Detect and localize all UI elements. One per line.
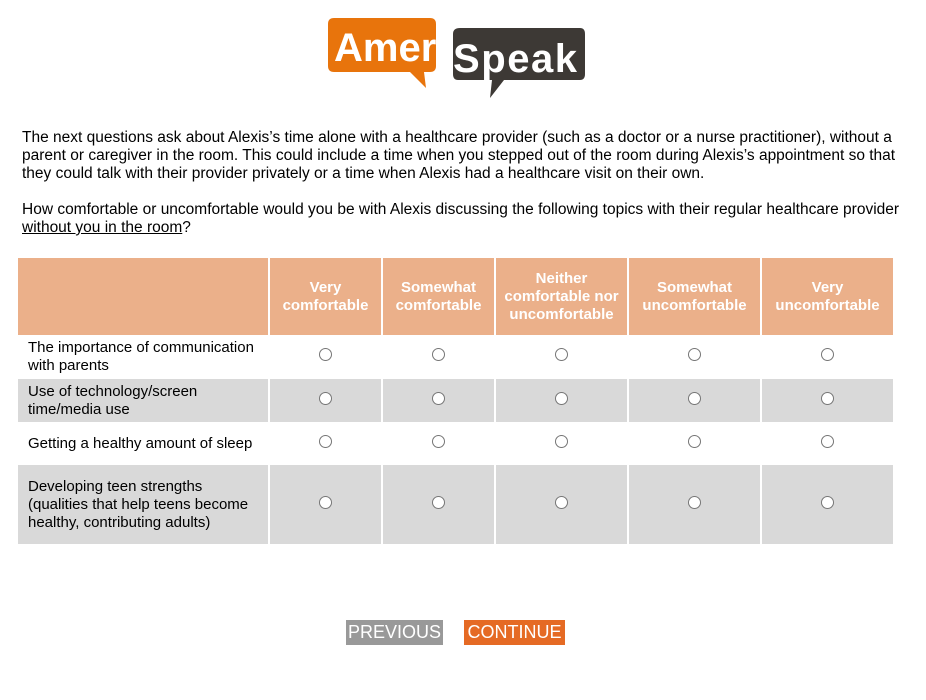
row-label: Getting a healthy amount of sleep <box>28 434 253 452</box>
radio-cell <box>268 422 382 465</box>
ameri-speak-logo: Ameri Speak <box>328 18 585 98</box>
radio-button[interactable] <box>555 495 568 509</box>
radio-button[interactable] <box>555 391 568 405</box>
header-blank <box>18 258 269 335</box>
radio-cell <box>494 379 628 422</box>
radio-cell <box>760 465 893 544</box>
radio-button[interactable] <box>555 434 568 448</box>
radio-cell <box>627 422 761 465</box>
radio-cell <box>494 335 628 379</box>
radio-button[interactable] <box>555 348 568 361</box>
grid-row: Getting a healthy amount of sleep <box>18 422 893 465</box>
intro-paragraph: The next questions ask about Alexis’s ti… <box>22 129 896 182</box>
column-header: Neither comfortable nor uncomfortable <box>494 258 628 335</box>
column-header: Very uncomfortable <box>760 258 893 335</box>
radio-button[interactable] <box>432 391 445 405</box>
previous-button[interactable]: PREVIOUS <box>346 620 443 645</box>
radio-button[interactable] <box>319 434 332 448</box>
row-label: Developing teen strengths (qualities tha… <box>18 465 269 544</box>
column-header: Somewhat comfortable <box>381 258 495 335</box>
radio-cell <box>268 335 382 379</box>
radio-button[interactable] <box>688 434 701 448</box>
grid-header-row: Very comfortable Somewhat comfortable Ne… <box>18 258 893 335</box>
radio-cell <box>494 422 628 465</box>
grid-row: Use of technology/screen time/media use <box>18 379 893 422</box>
radio-cell <box>627 335 761 379</box>
radio-button[interactable] <box>319 348 332 361</box>
radio-cell <box>627 465 761 544</box>
radio-button[interactable] <box>821 348 834 361</box>
radio-button[interactable] <box>821 495 834 509</box>
radio-button[interactable] <box>821 434 834 448</box>
radio-cell <box>268 379 382 422</box>
column-header: Somewhat uncomfortable <box>627 258 761 335</box>
matrix-question-grid: Very comfortable Somewhat comfortable Ne… <box>18 258 893 544</box>
radio-cell <box>381 422 495 465</box>
radio-cell <box>381 465 495 544</box>
question-text: How comfortable or uncomfortable would y… <box>22 201 900 236</box>
radio-cell <box>494 465 628 544</box>
grid-row: Developing teen strengths (qualities tha… <box>18 465 893 544</box>
radio-cell <box>381 379 495 422</box>
radio-button[interactable] <box>688 495 701 509</box>
radio-button[interactable] <box>432 434 445 448</box>
radio-button[interactable] <box>688 391 701 405</box>
row-label: The importance of communication with par… <box>28 339 254 374</box>
svg-text:Speak: Speak <box>453 37 578 81</box>
radio-button[interactable] <box>688 348 701 361</box>
radio-button[interactable] <box>821 391 834 405</box>
radio-cell <box>627 379 761 422</box>
radio-button[interactable] <box>319 495 332 509</box>
radio-cell <box>268 465 382 544</box>
radio-cell <box>760 422 893 465</box>
radio-cell <box>381 335 495 379</box>
grid-row: The importance of communication with par… <box>18 335 893 379</box>
question-emphasis: without you in the room <box>22 219 183 236</box>
row-label: Use of technology/screen time/media use <box>18 379 269 422</box>
radio-button[interactable] <box>432 495 445 509</box>
svg-text:Ameri: Ameri <box>334 26 447 70</box>
radio-cell <box>760 335 893 379</box>
column-header: Very comfortable <box>268 258 382 335</box>
intro-text: The next questions ask about Alexis’s ti… <box>22 129 902 255</box>
radio-button[interactable] <box>432 348 445 361</box>
radio-cell <box>760 379 893 422</box>
continue-button[interactable]: CONTINUE <box>464 620 565 645</box>
radio-button[interactable] <box>319 391 332 405</box>
